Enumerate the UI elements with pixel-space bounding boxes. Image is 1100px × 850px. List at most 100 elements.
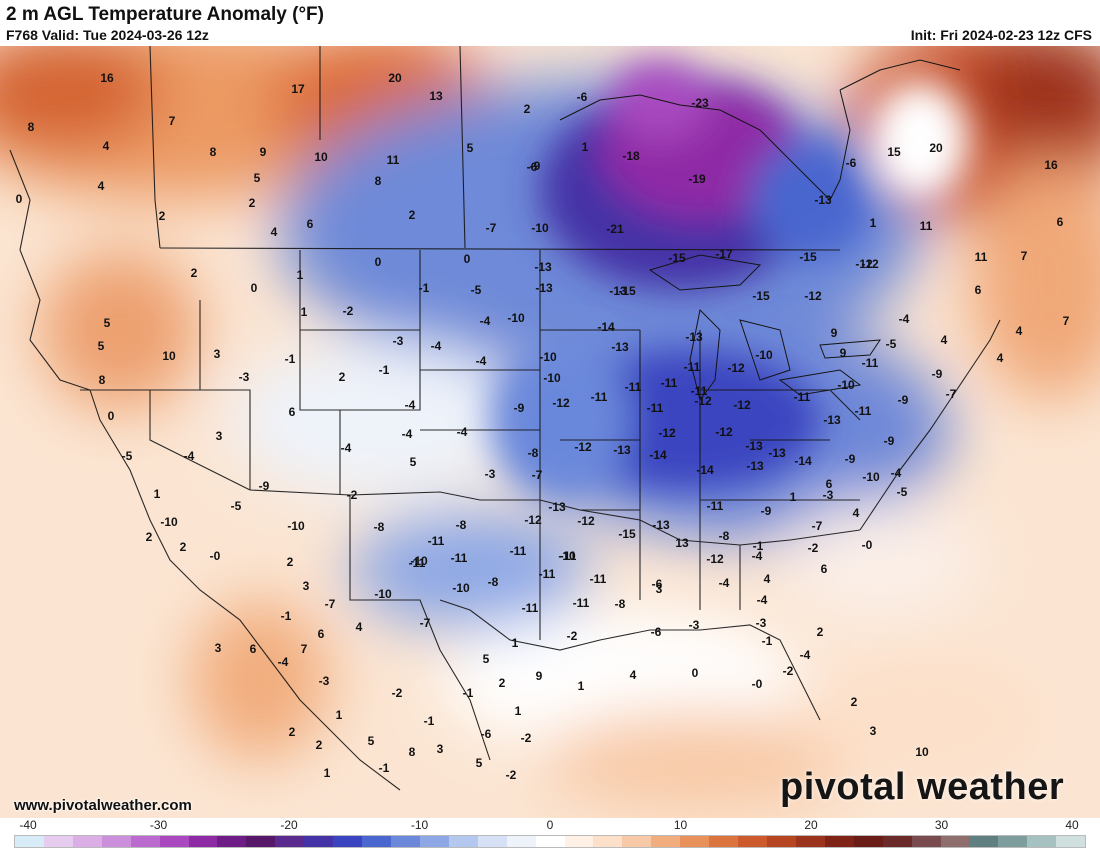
anomaly-value-label: 5 [410, 455, 417, 469]
anomaly-value-label: 1 [870, 216, 877, 230]
anomaly-value-label: -14 [696, 463, 714, 477]
anomaly-value-label: 2 [409, 208, 416, 222]
anomaly-value-label: -12 [715, 425, 733, 439]
anomaly-value-label: -11 [794, 390, 811, 404]
anomaly-value-label: 11 [920, 219, 933, 233]
anomaly-value-label: 8 [99, 373, 106, 387]
anomaly-value-label: -5 [886, 337, 897, 351]
anomaly-value-label: 2 [191, 266, 198, 280]
anomaly-value-label: -12 [658, 426, 676, 440]
init-time: Init: Fri 2024-02-23 12z CFS [910, 27, 1092, 43]
anomaly-value-label: -10 [452, 581, 470, 595]
anomaly-value-label: -5 [471, 283, 482, 297]
colorbar-swatch [246, 836, 276, 847]
anomaly-value-label: 15 [887, 145, 901, 159]
colorbar-swatch [43, 836, 73, 847]
anomaly-value-label: -2 [392, 686, 403, 700]
anomaly-value-label: -2 [567, 629, 578, 643]
anomaly-value-label: -10 [862, 470, 880, 484]
colorbar-swatch [998, 836, 1028, 847]
anomaly-value-label: 6 [307, 217, 314, 231]
colorbar-tick-label: -30 [149, 818, 168, 832]
anomaly-value-label: 9 [536, 669, 543, 683]
anomaly-value-label: -10 [755, 348, 773, 362]
anomaly-value-label: 0 [108, 409, 115, 423]
anomaly-value-label: 11 [387, 153, 400, 167]
anomaly-value-label: -15 [799, 250, 817, 264]
anomaly-value-label: 10 [915, 745, 929, 759]
anomaly-value-label: -8 [456, 518, 467, 532]
colorbar-swatch [333, 836, 363, 847]
valid-time: F768 Valid: Tue 2024-03-26 12z [6, 27, 209, 43]
colorbar-swatch [911, 836, 941, 847]
anomaly-value-label: 2 [249, 196, 256, 210]
anomaly-value-label: -15 [668, 251, 686, 265]
anomaly-value-label: -12 [804, 289, 822, 303]
anomaly-value-label: -0 [752, 677, 763, 691]
colorbar-swatch [680, 836, 710, 847]
anomaly-value-label: 1 [790, 490, 797, 504]
anomaly-value-label: -4 [891, 466, 902, 480]
colorbar-swatch [506, 836, 536, 847]
anomaly-value-label: -3 [756, 616, 767, 630]
anomaly-value-label: -11 [573, 596, 590, 610]
colorbar-tick-label: 0 [546, 818, 554, 832]
anomaly-value-label: -13 [611, 340, 629, 354]
anomaly-value-label: 7 [301, 642, 308, 656]
anomaly-value-label: -1 [753, 539, 764, 553]
anomaly-value-label: -10 [410, 554, 428, 568]
anomaly-value-label: -1 [424, 714, 435, 728]
anomaly-value-label: 9 [260, 145, 267, 159]
anomaly-value-label: 4 [764, 572, 771, 586]
anomaly-value-label: -7 [946, 387, 957, 401]
colorbar-swatch [15, 836, 44, 847]
anomaly-value-label: 7 [169, 114, 176, 128]
anomaly-value-label: -13 [609, 284, 627, 298]
colorbar-swatch [362, 836, 391, 847]
anomaly-value-label: -11 [684, 360, 701, 374]
colorbar-swatch [535, 836, 565, 847]
anomaly-value-label: 1 [336, 708, 343, 722]
colorbar-swatch [738, 836, 767, 847]
anomaly-value-label: -2 [808, 541, 819, 555]
anomaly-value-label: -12 [706, 552, 724, 566]
anomaly-value-label: -9 [259, 479, 270, 493]
anomaly-value-label: 3 [656, 582, 663, 596]
anomaly-value-label: 2 [851, 695, 858, 709]
anomaly-value-label: -1 [379, 363, 390, 377]
boundaries [9, 46, 1001, 791]
anomaly-value-label: 6 [289, 405, 296, 419]
anomaly-value-label: -4 [184, 449, 195, 463]
anomaly-value-label: -1 [463, 686, 474, 700]
anomaly-value-label: 1 [154, 487, 161, 501]
anomaly-value-label: -11 [451, 551, 468, 565]
colorbar-swatch [390, 836, 420, 847]
anomaly-value-label: 4 [997, 351, 1004, 365]
anomaly-value-label: -6 [846, 156, 857, 170]
anomaly-value-label: -11 [590, 572, 607, 586]
anomaly-value-label: 2 [499, 676, 506, 690]
brand-logo: pivotal weather [780, 766, 1065, 808]
anomaly-value-label: 10 [314, 150, 328, 164]
anomaly-value-label: -7 [325, 597, 336, 611]
canada-province-lines [149, 46, 466, 249]
anomaly-value-label: 8 [409, 745, 416, 759]
anomaly-value-label: -4 [405, 398, 416, 412]
anomaly-map[interactable]: 16 17 20 13 8 7 4 8 9 10 11 4 5 8 0 2 2 2 4 6 2 -6 1 5 -9 -6 -18 -1… [0, 46, 1100, 818]
anomaly-value-label: 20 [929, 141, 943, 155]
anomaly-value-label: -1 [419, 281, 430, 295]
colorbar-tick-label: 40 [1065, 818, 1079, 832]
anomaly-value-label: -11 [409, 556, 426, 570]
anomaly-value-label: -12 [727, 361, 745, 375]
colorbar-swatch [969, 836, 999, 847]
colorbar-swatch [419, 836, 449, 847]
website-label: www.pivotalweather.com [14, 797, 192, 814]
anomaly-value-label: -15 [618, 527, 636, 541]
anomaly-value-label: 9 [831, 326, 838, 340]
colorbar-gradient [14, 835, 1086, 848]
anomaly-value-label: 5 [368, 734, 375, 748]
anomaly-value-label: 17 [291, 82, 305, 96]
colorbar-swatch [217, 836, 247, 847]
anomaly-value-label: 8 [210, 145, 217, 159]
